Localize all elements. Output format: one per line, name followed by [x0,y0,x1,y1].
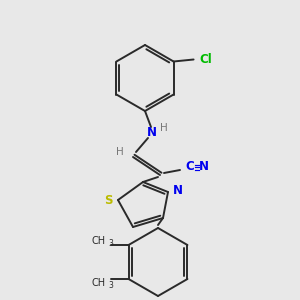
Text: CH: CH [92,278,106,288]
Text: 3: 3 [109,239,113,248]
Text: S: S [104,194,112,206]
Text: 3: 3 [109,281,113,290]
Text: H: H [116,147,124,157]
Text: N: N [173,184,183,196]
Text: N: N [147,125,157,139]
Text: H: H [160,123,168,133]
Text: Cl: Cl [199,53,212,66]
Text: C: C [186,160,194,173]
Text: CH: CH [92,236,106,246]
Text: N: N [199,160,209,173]
